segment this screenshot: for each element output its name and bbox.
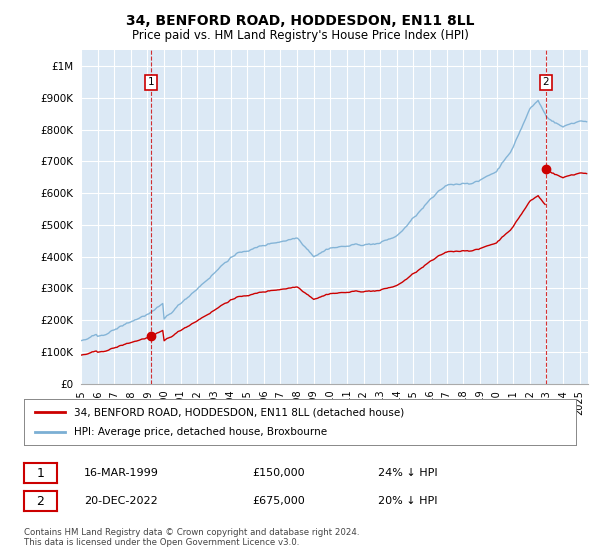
Text: HPI: Average price, detached house, Broxbourne: HPI: Average price, detached house, Brox… [74, 427, 327, 437]
Text: Price paid vs. HM Land Registry's House Price Index (HPI): Price paid vs. HM Land Registry's House … [131, 29, 469, 42]
Text: 34, BENFORD ROAD, HODDESDON, EN11 8LL: 34, BENFORD ROAD, HODDESDON, EN11 8LL [126, 14, 474, 28]
Text: 1: 1 [37, 466, 44, 480]
Text: £150,000: £150,000 [252, 468, 305, 478]
Text: 24% ↓ HPI: 24% ↓ HPI [378, 468, 437, 478]
Text: 2: 2 [542, 77, 549, 87]
Text: 1: 1 [148, 77, 154, 87]
Text: Contains HM Land Registry data © Crown copyright and database right 2024.
This d: Contains HM Land Registry data © Crown c… [24, 528, 359, 547]
Text: 20% ↓ HPI: 20% ↓ HPI [378, 496, 437, 506]
Text: 16-MAR-1999: 16-MAR-1999 [84, 468, 159, 478]
Text: 2: 2 [37, 494, 44, 508]
Text: £675,000: £675,000 [252, 496, 305, 506]
Text: 20-DEC-2022: 20-DEC-2022 [84, 496, 158, 506]
Text: 34, BENFORD ROAD, HODDESDON, EN11 8LL (detached house): 34, BENFORD ROAD, HODDESDON, EN11 8LL (d… [74, 407, 404, 417]
